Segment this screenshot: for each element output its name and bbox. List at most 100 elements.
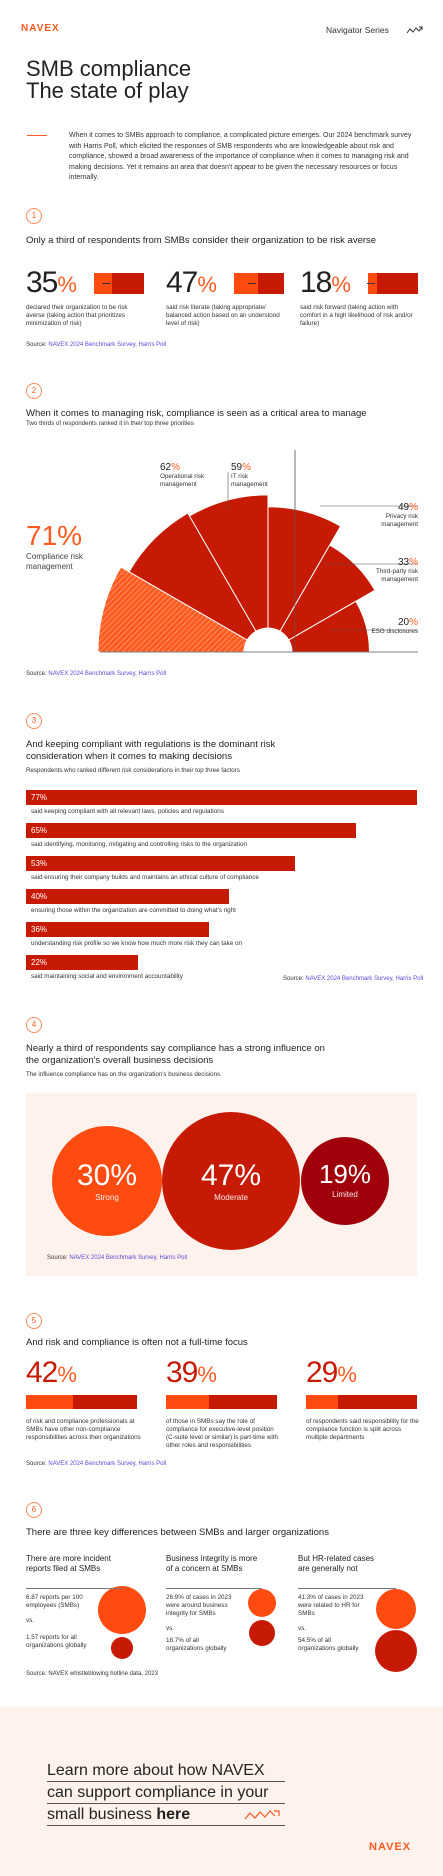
stat-line: 1.57 reports for all [26,1634,77,1641]
callout-label: management [160,481,197,488]
section-3-number: 3 [26,713,42,729]
stat-unit: % [57,272,77,297]
stat-number: 35 [26,266,58,299]
cta-link[interactable]: Learn more about how NAVEX can support c… [47,1760,285,1826]
cta-line-2: can support compliance in your [47,1782,285,1804]
bubble-strong: 30% Strong [52,1126,162,1236]
s6-smb-circle [248,1589,276,1617]
s6-vs: vs. [166,1625,175,1632]
source-link[interactable]: NAVEX 2024 Benchmark Survey, Harris Poll [48,671,167,677]
s5-bar-rest [72,1395,137,1409]
callout-label: Privacy risk [385,513,418,520]
title-line-2: The state of play [26,78,189,103]
s5-stat-desc: of risk and compliance professionals at … [26,1418,141,1441]
callout-value: 59 [231,462,243,473]
s5-stat-bar [306,1395,417,1409]
heading-line: of a concern at SMBs [166,1564,243,1573]
bubble-value: 30% [76,1159,138,1192]
s6-rule [26,1588,122,1589]
section-4-title: Nearly a third of respondents say compli… [26,1043,325,1067]
s5-bar-fill [306,1395,339,1409]
stat-line: organizations globally [26,1642,87,1649]
s5-stat-bar [26,1395,137,1409]
s6-global-stat: 1.57 reports for all organizations global… [26,1634,87,1650]
stat-line: integrity for SMBs [166,1610,216,1617]
main-stat-label-2: management [26,562,73,571]
s1-stat-desc: said risk literate (taking appropriate/ … [166,304,280,327]
s3-bar-label: said keeping compliant with all relevant… [31,808,224,815]
s3-bar [26,823,357,838]
s6-rule [166,1588,262,1589]
cta-panel [0,1707,443,1876]
bubble-limited: 19% Limited [301,1137,389,1225]
section-2-number: 2 [26,383,42,399]
s6-rule [298,1588,396,1589]
section-6-source: Source: NAVEX whistleblowing hotline dat… [26,1671,158,1677]
stat-line: 26.9% of cases in 2023 [166,1594,232,1601]
s5-stat-bar [166,1395,277,1409]
s3-bar-label: ensuring those within the organization a… [31,907,236,914]
callout-value: 20 [397,617,410,628]
s3-bar-value: 36% [31,925,48,934]
heading-line: Business integrity is more [166,1554,258,1563]
cta-line-1: Learn more about how NAVEX [47,1760,285,1782]
callout-unit: % [409,617,418,628]
bubble-label: Strong [95,1193,119,1202]
s6-smb-stat: 6.87 reports per 100 employees (SMBs) [26,1594,83,1610]
stat-unit: % [197,272,217,297]
s5-stat-value: 29% [306,1356,357,1390]
callout-unit: % [171,462,181,473]
footer-logo: NAVEX [369,1841,412,1853]
section-5-source: Source: NAVEX 2024 Benchmark Survey, Har… [26,1461,167,1467]
callout-label: Third-party risk [376,568,418,575]
source-link[interactable]: NAVEX 2024 Benchmark Survey, Harris Poll [69,1255,188,1261]
s6-smb-circle [98,1586,146,1634]
callout-label: IT risk [231,473,249,480]
cta-line-3a: small business [47,1806,157,1823]
stat-line: organizations globally [166,1645,227,1652]
s5-stat-value: 39% [166,1356,217,1390]
cta-here-link[interactable]: here [156,1806,191,1823]
source-link[interactable]: NAVEX 2024 Benchmark Survey, Harris Poll [48,1461,167,1467]
s1-stat-value: 47% [166,266,217,300]
s5-stat-value: 42% [26,1356,77,1390]
heading-line: are generally not [298,1564,358,1573]
title-line-1: SMB compliance [26,56,192,81]
s6-global-circle [375,1630,417,1672]
callout-label: management [381,521,418,528]
s3-bar-value: 77% [31,793,48,802]
s3-bar-value: 40% [31,892,48,901]
callout-label: ESG disclosures [371,628,418,635]
source-link[interactable]: NAVEX 2024 Benchmark Survey, Harris Poll [48,342,167,348]
s1-stat-bar-arrow [247,283,256,284]
stat-number: 42 [26,1356,58,1389]
callout-label: management [231,481,268,488]
stat-unit: % [337,1362,357,1387]
stat-unit: % [197,1362,217,1387]
s3-bar [26,922,209,937]
page-title: SMB compliance The state of play [26,58,191,102]
stat-line: 54.5% of all [298,1637,331,1644]
s3-bar-label: said maintaining social and environment … [31,973,183,980]
heading-line: There are more incident [26,1554,111,1563]
section-3-subtitle: Respondents who ranked different risk co… [26,767,240,774]
stat-unit: % [57,1362,77,1387]
s3-bar-label: understanding risk profile so we know ho… [31,940,243,947]
s1-stat-bar-fill [234,273,258,294]
s6-heading: Business integrity is more of a concern a… [166,1554,257,1574]
stat-line: organizations globally [298,1645,359,1652]
s6-global-stat: 18.7% of all organizations globally [166,1637,227,1653]
s6-vs: vs. [26,1617,35,1624]
s6-heading: There are more incident reports filed at … [26,1554,111,1574]
callout-label: management [381,576,418,583]
s1-stat-bar [234,273,284,294]
s1-stat-bar-arrow [367,283,375,284]
section-4-number: 4 [26,1017,42,1033]
s1-stat-desc: said risk forward (taking action with co… [300,304,413,327]
bubble-label: Moderate [214,1193,248,1202]
callout-value: 49 [397,502,410,513]
source-link[interactable]: NAVEX 2024 Benchmark Survey, Harris Poll [305,976,424,982]
s3-bar-value: 53% [31,859,48,868]
s3-bar-value: 65% [31,826,48,835]
chart-callout: 49% Privacy risk management [338,502,418,529]
